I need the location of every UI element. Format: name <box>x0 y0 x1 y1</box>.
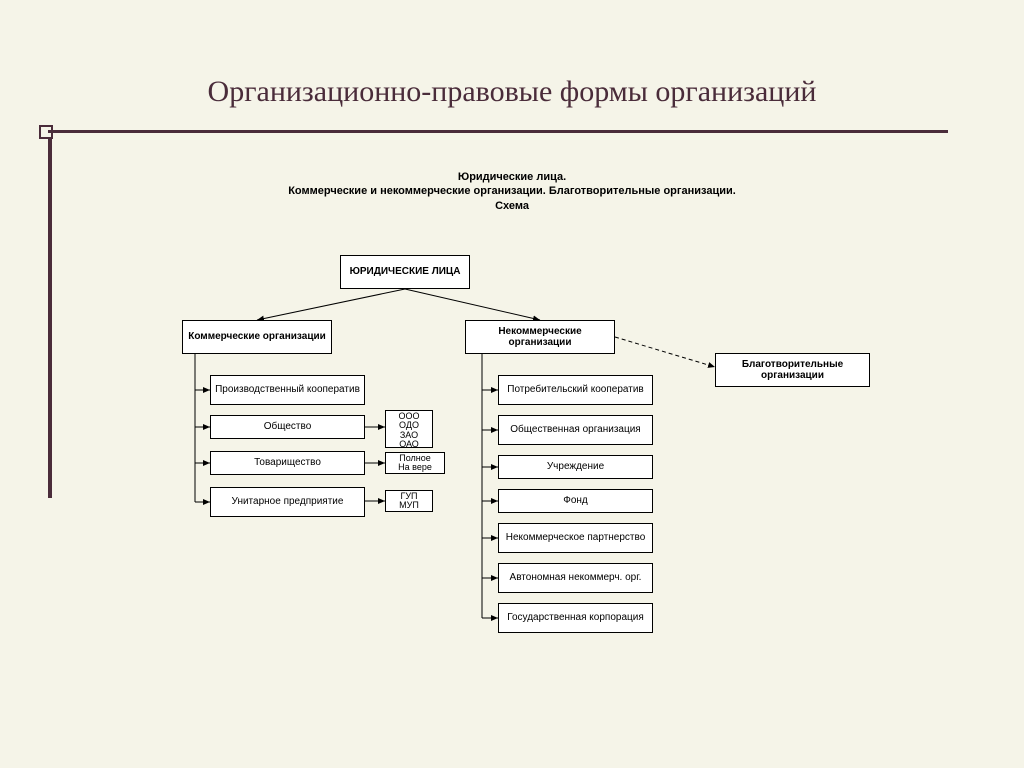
node-n1: Потребительский кооператив <box>498 375 653 405</box>
node-n7: Государственная корпорация <box>498 603 653 633</box>
node-n5: Некоммерческое партнерство <box>498 523 653 553</box>
node-n2: Общественная организация <box>498 415 653 445</box>
node-c2: Общество <box>210 415 365 439</box>
node-c4: Унитарное предприятие <box>210 487 365 517</box>
node-root: ЮРИДИЧЕСКИЕ ЛИЦА <box>340 255 470 289</box>
small-node-s_uni: ГУПМУП <box>385 490 433 512</box>
node-n4: Фонд <box>498 489 653 513</box>
node-commercial: Коммерческие организации <box>182 320 332 354</box>
node-charity: Благотворительные организации <box>715 353 870 387</box>
small-node-s_ooo: ООООДОЗАООАО <box>385 410 433 448</box>
node-n6: Автономная некоммерч. орг. <box>498 563 653 593</box>
diagram-canvas: ЮРИДИЧЕСКИЕ ЛИЦАКоммерческие организации… <box>0 0 1024 768</box>
node-n3: Учреждение <box>498 455 653 479</box>
node-c3: Товарищество <box>210 451 365 475</box>
node-c1: Производственный кооператив <box>210 375 365 405</box>
node-noncommercial: Некоммерческие организации <box>465 320 615 354</box>
small-node-s_tov: ПолноеНа вере <box>385 452 445 474</box>
